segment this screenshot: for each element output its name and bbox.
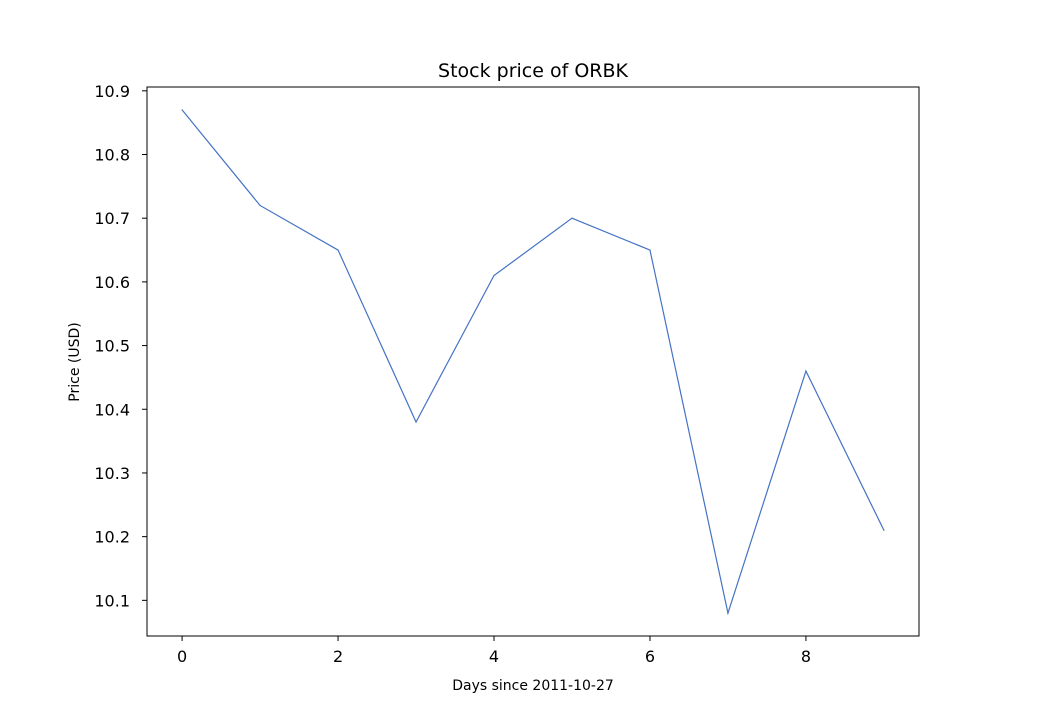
x-tick-label: 4 [489,647,499,666]
y-axis-label: Price (USD) [67,322,83,401]
y-tick-label: 10.8 [94,146,130,165]
y-tick-label: 10.5 [94,337,130,356]
plot-area-frame [146,86,920,637]
y-tick-label: 10.7 [94,209,130,228]
x-tick-label: 2 [333,647,343,666]
x-tick-label: 8 [801,647,811,666]
data-point [259,204,261,207]
data-point [571,217,573,219]
data-point [181,109,183,111]
x-axis-ticks: 0 2 4 6 8 [177,636,811,666]
data-point [493,274,495,277]
data-point [415,421,417,423]
data-point [805,370,807,372]
data-point [337,249,339,251]
chart-title: Stock price of ORBK [438,60,628,82]
data-point [649,249,651,251]
x-tick-label: 0 [177,647,187,666]
y-tick-label: 10.9 [94,82,130,101]
price-series-line [181,109,885,616]
x-axis-label: Days since 2011-10-27 [452,678,614,694]
data-point [883,529,885,531]
data-points [181,109,885,614]
y-axis-ticks: 10.1 10.2 10.3 10.4 10.5 10.6 10.7 10.8 10.9 [94,82,147,610]
x-tick-label: 6 [645,647,655,666]
y-tick-label: 10.1 [94,591,130,610]
data-point [727,612,729,614]
y-tick-label: 10.2 [94,528,130,547]
y-tick-label: 10.3 [94,464,130,483]
y-tick-label: 10.4 [94,400,130,419]
y-tick-label: 10.6 [94,273,130,292]
